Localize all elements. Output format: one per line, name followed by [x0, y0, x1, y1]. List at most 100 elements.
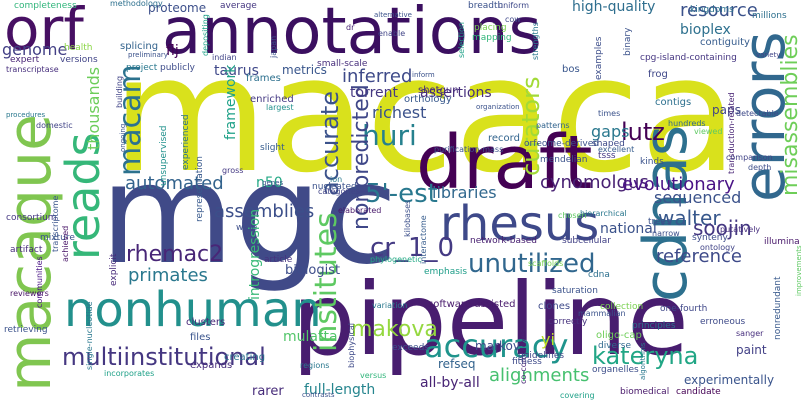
- word: improvements: [795, 245, 803, 296]
- word: assemblies: [214, 201, 315, 222]
- word: evolutionary: [622, 174, 735, 195]
- word: narrow: [652, 229, 680, 238]
- word: oligo-cap: [596, 330, 642, 341]
- word: consortium: [6, 213, 57, 223]
- word: millions: [752, 11, 787, 21]
- word: contiguity: [700, 37, 750, 48]
- word: health: [64, 43, 93, 53]
- word: ongoing: [119, 123, 127, 152]
- word: huri: [362, 119, 417, 152]
- word: covering: [560, 391, 595, 400]
- word: guidelines: [518, 351, 565, 361]
- word: high-quality: [572, 0, 656, 15]
- word: representation: [195, 155, 205, 222]
- word: biomedical: [620, 387, 670, 397]
- word: thousands: [84, 66, 103, 150]
- word: orthology: [404, 94, 452, 105]
- word: nonredundant: [773, 276, 783, 340]
- word: completeness: [14, 1, 77, 11]
- word: contigs: [655, 97, 692, 108]
- word: primates: [128, 265, 208, 286]
- word: depositing: [201, 14, 210, 56]
- word: article: [264, 255, 293, 265]
- word: lutz: [621, 118, 665, 146]
- word: alignments: [489, 365, 590, 386]
- word: reference: [656, 246, 742, 267]
- word: uniform: [498, 1, 530, 10]
- word: yi: [541, 330, 555, 349]
- word: expands: [190, 360, 233, 371]
- word: experienced: [181, 114, 191, 170]
- word: strengths: [531, 22, 540, 60]
- word: comparison: [726, 153, 773, 162]
- word: refseq: [438, 357, 476, 371]
- word: preliminary: [128, 51, 168, 59]
- word: methodology: [110, 0, 163, 8]
- word: genome: [2, 40, 68, 59]
- word: variation: [372, 301, 408, 310]
- word: trees: [648, 217, 671, 227]
- word: unutilized: [468, 249, 596, 279]
- word: gaps: [591, 122, 630, 141]
- word: cr_1_0: [370, 233, 455, 263]
- word: nucleated: [312, 182, 357, 192]
- word: saturation: [552, 286, 598, 296]
- word: diverse: [598, 341, 632, 351]
- word: organelles: [592, 365, 639, 375]
- word: retrieving: [4, 325, 48, 335]
- word: frog: [648, 69, 668, 80]
- word: network-based: [470, 236, 537, 246]
- word: viewed: [694, 127, 723, 136]
- word: assertions: [420, 85, 492, 101]
- word: mulatta: [283, 329, 338, 345]
- word: binary: [623, 27, 633, 56]
- word: richest: [372, 103, 427, 122]
- word: shotgun: [418, 85, 459, 96]
- word: flj: [166, 43, 179, 59]
- word: building: [115, 75, 124, 108]
- word: sequenced: [654, 188, 742, 207]
- word: nonhuman: [64, 282, 322, 338]
- word: single-nucleotide: [85, 301, 94, 370]
- word: cpg-island-containing: [640, 53, 737, 63]
- word: scaffolds: [528, 259, 564, 268]
- word: resource: [680, 0, 758, 21]
- word: rarer: [252, 384, 284, 399]
- word: correctly: [548, 317, 588, 327]
- word: reviewers: [10, 289, 49, 298]
- word: exceeds: [392, 343, 429, 353]
- word: biophysical: [347, 323, 356, 368]
- word: mapping: [472, 33, 512, 43]
- word: regions: [300, 361, 330, 370]
- word: versions: [60, 55, 98, 65]
- word: slight: [260, 143, 285, 153]
- word: ion: [330, 175, 343, 184]
- word: detectable: [736, 109, 779, 118]
- word: japan: [269, 35, 278, 58]
- word: files: [190, 332, 211, 343]
- word: candidate: [676, 387, 721, 397]
- word: enable: [378, 29, 406, 38]
- word: elaborated: [338, 206, 382, 215]
- word: biologist: [285, 263, 341, 278]
- word: dr: [346, 23, 355, 32]
- word: mgc: [100, 134, 398, 295]
- word: splicing: [120, 41, 159, 52]
- word: illumina: [764, 237, 800, 247]
- word: creating: [224, 352, 266, 363]
- word: purification-mass: [434, 145, 504, 154]
- word: misassemblies: [778, 34, 803, 196]
- word: multiinstitutional: [62, 343, 266, 371]
- word: expert: [10, 55, 40, 65]
- word: fitness: [512, 357, 542, 367]
- word: walter: [658, 206, 721, 230]
- word: domestic: [36, 121, 73, 130]
- word: explicit: [109, 253, 119, 286]
- word: hundreds: [668, 119, 706, 128]
- word: enriched: [250, 94, 294, 105]
- word: depth: [748, 163, 772, 172]
- word: tsss: [598, 151, 616, 161]
- word: collection: [600, 302, 644, 312]
- word: versus: [360, 371, 387, 380]
